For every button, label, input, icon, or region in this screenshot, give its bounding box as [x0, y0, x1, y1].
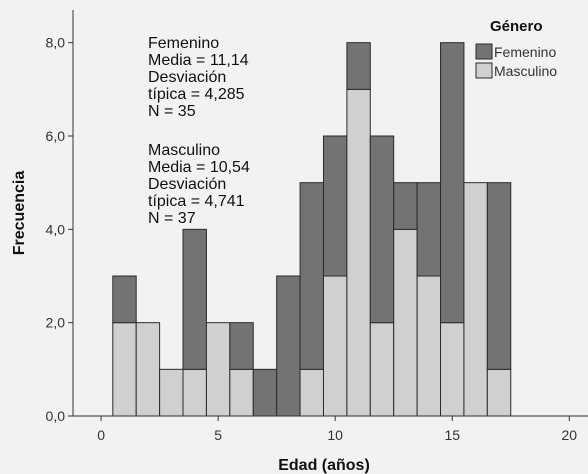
bar-masculino-11 [369, 322, 395, 417]
y-tick-label: 0,0 [46, 408, 66, 424]
bar-masculino-2 [159, 368, 184, 417]
stats-annotation-line: Masculino [148, 142, 220, 159]
legend-title: Género [490, 18, 543, 35]
bar-femenino-8 [299, 182, 324, 370]
x-tick-label: 20 [561, 427, 577, 443]
bar-femenino-6 [252, 368, 278, 417]
legend-swatch-masculino [475, 62, 493, 79]
legend-label-masculino: Masculino [494, 63, 557, 79]
stats-annotation-line: N = 37 [148, 210, 196, 227]
bar-femenino-0 [112, 275, 137, 324]
bar-masculino-10 [346, 88, 371, 417]
bar-masculino-16 [486, 368, 512, 417]
x-tick-label: 15 [444, 427, 460, 443]
bar-masculino-4 [205, 322, 231, 417]
bar-femenino-14 [440, 42, 465, 324]
bar-femenino-10 [346, 42, 371, 90]
y-tick-label: 6,0 [46, 128, 66, 144]
bar-masculino-9 [322, 275, 348, 417]
y-tick-label: 2,0 [46, 315, 66, 331]
bar-femenino-7 [276, 275, 301, 417]
x-axis-title: Edad (años) [278, 457, 370, 474]
bar-femenino-5 [229, 322, 254, 370]
stats-annotation-line: Desviación [148, 69, 226, 86]
stats-annotation-line: Desviación [148, 176, 226, 193]
bar-masculino-13 [416, 275, 442, 417]
bar-femenino-11 [369, 135, 395, 324]
stats-annotation-line: Femenino [148, 35, 219, 52]
stats-annotation-line: típica = 4,741 [148, 193, 245, 210]
y-tick-label: 4,0 [46, 221, 66, 237]
bar-masculino-0 [112, 322, 137, 417]
x-tick-label: 10 [327, 427, 343, 443]
bar-masculino-8 [299, 368, 324, 417]
bar-masculino-15 [463, 182, 488, 417]
bar-femenino-12 [393, 182, 418, 230]
bar-femenino-13 [416, 182, 442, 277]
y-tick-label: 8,0 [46, 35, 66, 51]
legend-swatch-femenino [475, 43, 493, 60]
x-tick-label: 0 [97, 427, 105, 443]
bar-femenino-16 [486, 182, 512, 370]
x-tick-label: 5 [214, 427, 222, 443]
bar-masculino-3 [182, 368, 207, 417]
legend-label-femenino: Femenino [494, 44, 556, 60]
bar-femenino-3 [182, 228, 207, 370]
bar-masculino-12 [393, 228, 418, 417]
stats-annotation-line: Media = 10,54 [148, 159, 250, 176]
stats-annotation-line: Media = 11,14 [148, 52, 249, 69]
stats-annotation-line: N = 35 [148, 103, 196, 120]
bar-femenino-9 [322, 135, 348, 277]
bar-masculino-14 [440, 322, 465, 417]
bar-masculino-1 [135, 322, 161, 417]
bar-masculino-5 [229, 368, 254, 417]
stats-annotation-line: típica = 4,285 [148, 86, 245, 103]
y-axis-title: Frecuencia [11, 171, 28, 256]
